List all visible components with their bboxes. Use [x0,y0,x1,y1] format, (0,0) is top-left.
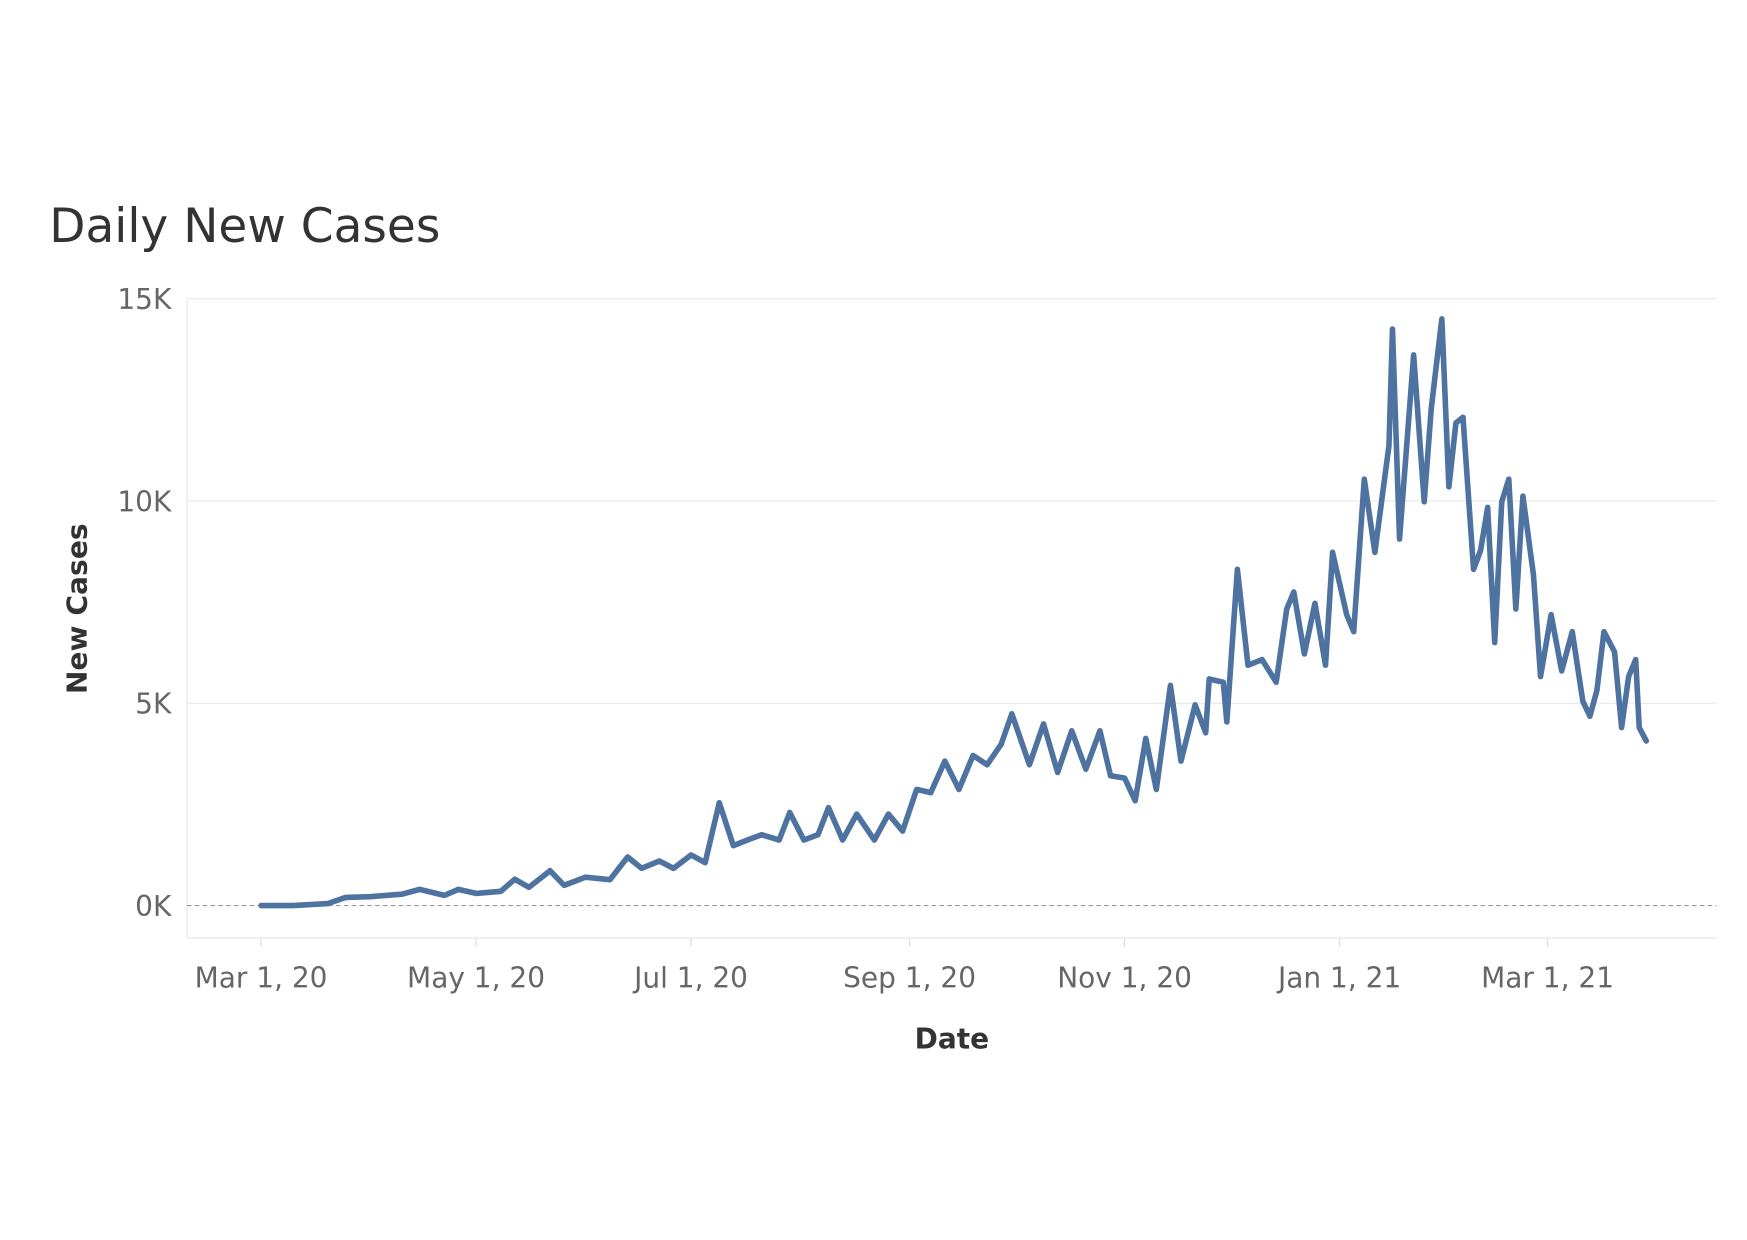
y-axis-title: New Cases [60,523,93,694]
chart-title: Daily New Cases [49,199,440,254]
y-tick-label: 15K [117,283,172,316]
x-tick-label: Sep 1, 20 [843,962,976,995]
x-tick-label: May 1, 20 [407,962,545,995]
x-tick-label: Jan 1, 21 [1276,962,1401,995]
x-tick-label: Jul 1, 20 [632,962,748,995]
x-axis-title: Date [915,1022,989,1055]
y-tick-label: 5K [135,687,172,720]
y-tick-label: 10K [117,485,172,518]
x-tick-label: Mar 1, 20 [195,962,328,995]
series-line [258,316,1650,909]
y-tick-label: 0K [135,890,172,923]
x-tick-label: Nov 1, 20 [1057,962,1192,995]
x-tick-label: Mar 1, 21 [1481,962,1614,995]
